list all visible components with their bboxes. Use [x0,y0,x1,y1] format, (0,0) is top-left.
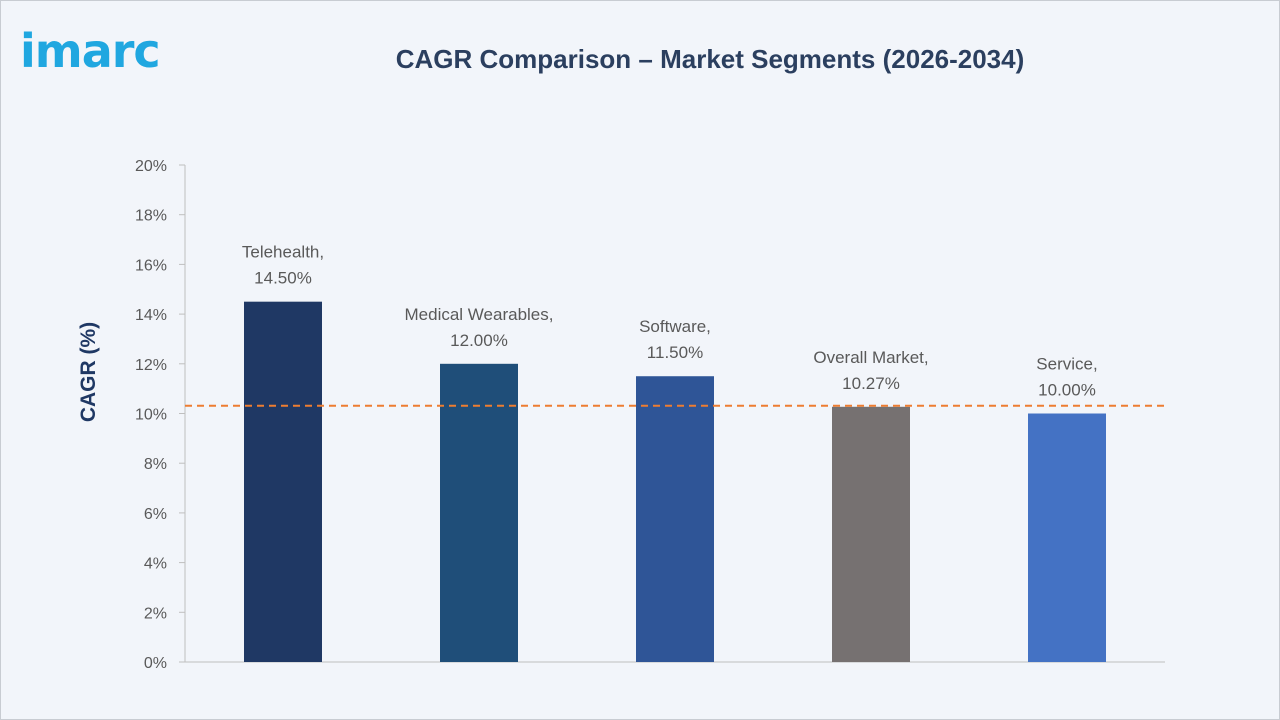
y-tick-label: 18% [135,208,167,225]
y-tick-label: 10% [135,407,167,424]
data-label: Telehealth, [242,243,324,262]
bar [1028,413,1106,662]
data-label: 10.00% [1038,381,1096,400]
y-tick-label: 0% [144,655,167,672]
y-tick-label: 8% [144,456,167,473]
y-tick-label: 14% [135,307,167,324]
brand-logo: imarc [20,24,161,78]
y-tick-label: 6% [144,506,167,523]
data-label: Software, [639,317,711,336]
y-tick-label: 4% [144,556,167,573]
data-label: Service, [1036,355,1097,374]
bar [832,406,910,662]
y-tick-label: 20% [135,158,167,175]
data-label: 12.00% [450,331,508,350]
bar [636,376,714,662]
data-label: 14.50% [254,269,312,288]
y-tick-label: 12% [135,357,167,374]
data-label: 11.50% [647,343,703,362]
data-label: 10.27% [842,374,900,393]
y-tick-label: 2% [144,605,167,622]
y-tick-label: 16% [135,257,167,274]
bar [440,363,518,662]
data-label: Medical Wearables, [405,305,554,324]
data-label: Overall Market, [813,348,928,367]
bar [244,301,322,662]
chart-title: CAGR Comparison – Market Segments (2026-… [395,44,1025,74]
